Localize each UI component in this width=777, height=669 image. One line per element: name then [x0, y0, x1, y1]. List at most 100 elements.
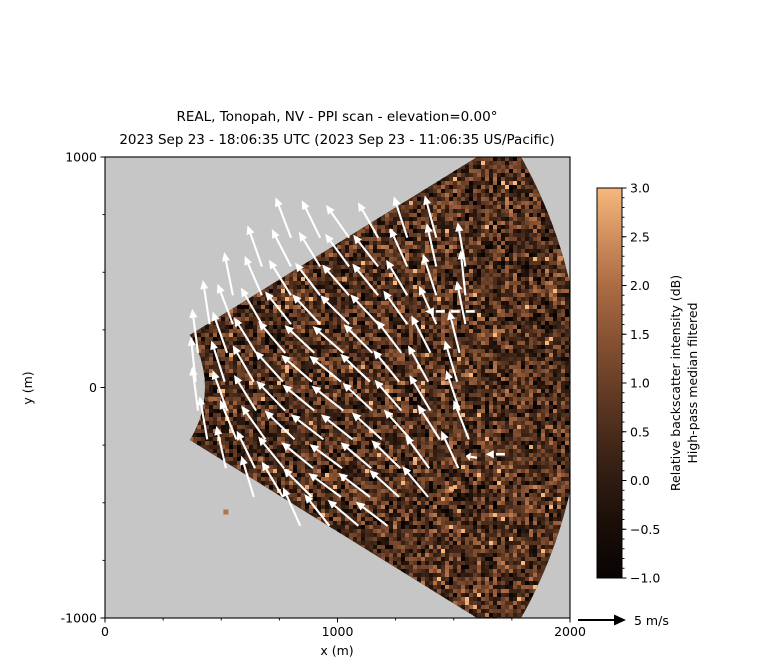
- backscatter-cell: [269, 437, 274, 442]
- backscatter-cell: [369, 425, 374, 430]
- backscatter-cell: [453, 353, 458, 358]
- backscatter-cell: [517, 213, 522, 218]
- backscatter-cell: [505, 401, 510, 406]
- backscatter-cell: [309, 277, 314, 282]
- backscatter-cell: [337, 401, 342, 406]
- backscatter-cell: [381, 377, 386, 382]
- backscatter-cell: [357, 289, 362, 294]
- backscatter-cell: [309, 305, 314, 310]
- backscatter-cell: [461, 329, 466, 334]
- backscatter-cell: [529, 213, 534, 218]
- backscatter-cell: [485, 285, 490, 290]
- backscatter-cell: [477, 297, 482, 302]
- backscatter-cell: [513, 317, 518, 322]
- backscatter-cell: [421, 193, 426, 198]
- backscatter-cell: [245, 313, 250, 318]
- backscatter-cell: [277, 305, 282, 310]
- backscatter-cell: [465, 241, 470, 246]
- backscatter-cell: [269, 397, 274, 402]
- backscatter-cell: [489, 401, 494, 406]
- backscatter-cell: [557, 281, 562, 286]
- backscatter-cell: [413, 421, 418, 426]
- backscatter-cell: [409, 301, 414, 306]
- backscatter-cell: [485, 185, 490, 190]
- backscatter-cell: [381, 397, 386, 402]
- backscatter-cell: [373, 389, 378, 394]
- backscatter-cell: [425, 285, 430, 290]
- backscatter-cell: [453, 433, 458, 438]
- backscatter-cell: [353, 381, 358, 386]
- backscatter-cell: [465, 301, 470, 306]
- backscatter-cell: [341, 341, 346, 346]
- backscatter-cell: [385, 337, 390, 342]
- backscatter-cell: [321, 261, 326, 266]
- backscatter-cell: [217, 397, 222, 402]
- backscatter-cell: [377, 377, 382, 382]
- backscatter-cell: [345, 297, 350, 302]
- backscatter-cell: [461, 289, 466, 294]
- backscatter-cell: [209, 441, 214, 446]
- backscatter-cell: [485, 181, 490, 186]
- backscatter-cell: [557, 309, 562, 314]
- backscatter-cell: [477, 177, 482, 182]
- backscatter-cell: [273, 281, 278, 286]
- backscatter-cell: [445, 341, 450, 346]
- backscatter-cell: [293, 361, 298, 366]
- backscatter-cell: [537, 197, 542, 202]
- backscatter-cell: [473, 285, 478, 290]
- backscatter-cell: [477, 357, 482, 362]
- backscatter-cell: [433, 329, 438, 334]
- backscatter-cell: [225, 377, 230, 382]
- backscatter-cell: [385, 285, 390, 290]
- backscatter-cell: [221, 345, 226, 350]
- backscatter-cell: [485, 325, 490, 330]
- backscatter-cell: [441, 185, 446, 190]
- backscatter-cell: [473, 241, 478, 246]
- backscatter-cell: [317, 425, 322, 430]
- backscatter-cell: [409, 289, 414, 294]
- backscatter-cell: [445, 385, 450, 390]
- backscatter-cell: [253, 321, 258, 326]
- backscatter-cell: [201, 437, 206, 442]
- backscatter-cell: [465, 257, 470, 262]
- backscatter-cell: [317, 381, 322, 386]
- backscatter-cell: [241, 305, 246, 310]
- backscatter-cell: [449, 293, 454, 298]
- backscatter-cell: [381, 301, 386, 306]
- backscatter-cell: [537, 349, 542, 354]
- backscatter-cell: [449, 189, 454, 194]
- backscatter-cell: [497, 377, 502, 382]
- backscatter-cell: [557, 417, 562, 422]
- backscatter-cell: [253, 381, 258, 386]
- backscatter-cell: [433, 237, 438, 242]
- backscatter-cell: [401, 437, 406, 442]
- backscatter-cell: [425, 261, 430, 266]
- backscatter-cell: [389, 285, 394, 290]
- backscatter-cell: [385, 361, 390, 366]
- backscatter-cell: [445, 409, 450, 414]
- backscatter-cell: [325, 381, 330, 386]
- backscatter-cell: [481, 373, 486, 378]
- backscatter-cell: [337, 249, 342, 254]
- backscatter-cell: [301, 337, 306, 342]
- backscatter-cell: [457, 297, 462, 302]
- backscatter-cell: [213, 357, 218, 362]
- backscatter-cell: [425, 237, 430, 242]
- backscatter-cell: [349, 257, 354, 262]
- backscatter-cell: [297, 381, 302, 386]
- backscatter-cell: [309, 361, 314, 366]
- backscatter-cell: [421, 357, 426, 362]
- backscatter-cell: [517, 313, 522, 318]
- backscatter-cell: [497, 221, 502, 226]
- backscatter-cell: [229, 381, 234, 386]
- backscatter-cell: [565, 409, 570, 414]
- backscatter-cell: [497, 381, 502, 386]
- backscatter-cell: [477, 325, 482, 330]
- backscatter-cell: [309, 301, 314, 306]
- backscatter-cell: [405, 217, 410, 222]
- backscatter-cell: [249, 389, 254, 394]
- backscatter-cell: [205, 397, 210, 402]
- backscatter-cell: [517, 389, 522, 394]
- backscatter-cell: [537, 229, 542, 234]
- backscatter-cell: [485, 197, 490, 202]
